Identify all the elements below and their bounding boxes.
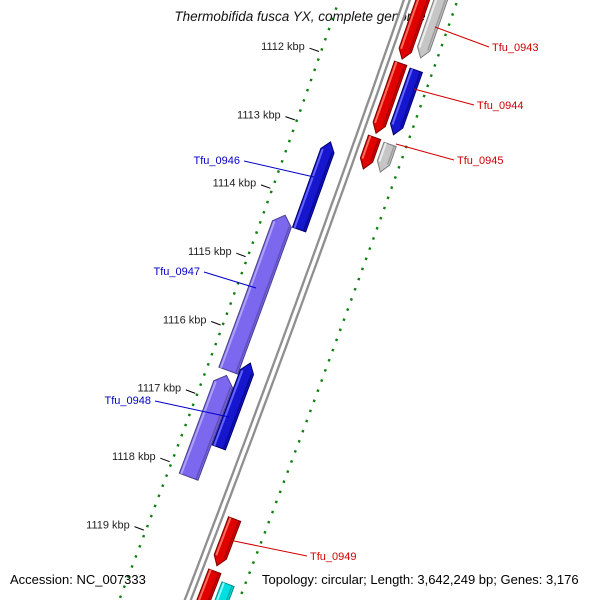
leader-line-tfu-0943: [434, 26, 490, 48]
ruler-tick: [236, 252, 246, 258]
gene-arrow-highlight: [293, 148, 324, 229]
leader-line-tfu-0949: [233, 540, 308, 557]
gene-arrow-tfu-0945[interactable]: [376, 141, 397, 173]
gene-arrow-shade: [386, 145, 395, 165]
gene-label-tfu-0944[interactable]: Tfu_0944: [477, 100, 523, 112]
gene-arrow-unlabeled[interactable]: [178, 374, 234, 481]
gene-arrow-shade: [400, 71, 422, 128]
accession-text: Accession: NC_007333: [10, 572, 146, 587]
gene-arrow-tfu-0949[interactable]: [213, 516, 242, 567]
gene-arrow-highlight: [378, 142, 387, 162]
ruler-tick-label: 1116 kbp: [163, 314, 207, 326]
ruler-tick: [160, 457, 170, 463]
gene-arrow-tfu-0944[interactable]: [372, 60, 408, 135]
ruler-tick: [309, 47, 320, 52]
ruler-tick-label: 1113 kbp: [237, 109, 281, 121]
gene-arrow-shade: [222, 373, 253, 450]
gene-label-tfu-0946[interactable]: Tfu_0946: [194, 155, 240, 167]
features-layer: [178, 0, 449, 600]
leader-line-tfu-0948: [154, 400, 230, 418]
gene-arrow-highlight: [361, 135, 372, 159]
ruler-arcs-layer: [117, 0, 459, 600]
genome-backbone-core: [185, 0, 409, 600]
gene-arrow-highlight: [215, 517, 232, 556]
gene-arrow-tfu-0945[interactable]: [359, 134, 382, 170]
genome-backbone: [183, 0, 412, 600]
ruler-tick-label: 1117 kbp: [138, 383, 182, 395]
gene-arrow-shade: [382, 64, 406, 127]
ruler-tick-label: 1118 kbp: [112, 451, 156, 463]
gene-arrow-highlight: [391, 68, 414, 125]
gene-arrow-highlight: [213, 369, 244, 447]
gene-label-tfu-0948[interactable]: Tfu_0948: [105, 395, 151, 407]
map-title: Thermobifida fusca YX, complete genome: [174, 9, 426, 24]
gene-arrow-tfu-0948[interactable]: [211, 362, 255, 451]
gene-label-tfu-0949[interactable]: Tfu_0949: [310, 551, 356, 563]
ruler-tick-label: 1112 kbp: [261, 41, 305, 53]
ruler-dotted-arc-left: [117, 0, 341, 600]
gene-arrow-highlight: [400, 0, 420, 50]
genome-summary-text: Topology: circular; Length: 3,642,249 bp…: [262, 572, 579, 587]
ruler-tick-label: 1114 kbp: [213, 178, 257, 190]
leader-line-tfu-0947: [203, 271, 257, 289]
gene-arrow-shade: [223, 520, 240, 559]
gene-label-tfu-0947[interactable]: Tfu_0947: [154, 266, 200, 278]
ruler-tick: [260, 184, 271, 189]
gene-arrow-shade: [207, 572, 220, 600]
ruler-tick: [211, 321, 221, 326]
gene-arrow-shade: [369, 138, 380, 162]
gene-arrow-highlight: [216, 582, 225, 600]
gene-arrow-tfu-0947[interactable]: [218, 214, 292, 375]
leader-line-tfu-0944: [413, 88, 475, 106]
gene-labels-layer: Tfu_0943 Tfu_0944 Tfu_0945 Tfu_0946 Tfu_…: [105, 26, 538, 563]
gene-arrow-highlight: [219, 221, 276, 369]
gene-arrow-tfu-0944[interactable]: [389, 67, 424, 136]
ruler-tick: [285, 116, 295, 121]
gene-arrow-shade: [234, 226, 291, 374]
gene-arrow-highlight: [180, 381, 217, 475]
gene-arrow-shade: [195, 386, 232, 480]
leader-line-tfu-0946: [243, 160, 315, 178]
ruler-tick: [134, 526, 144, 531]
gene-arrow-highlight: [198, 569, 212, 600]
gene-label-tfu-0943[interactable]: Tfu_0943: [492, 42, 538, 54]
gene-label-tfu-0945[interactable]: Tfu_0945: [457, 155, 503, 167]
gene-arrow-shade: [408, 0, 429, 52]
gene-arrow-shade: [225, 585, 233, 600]
backbone-layer: [183, 0, 412, 600]
leader-line-tfu-0945: [395, 143, 455, 161]
ruler-tick-label: 1119 kbp: [86, 519, 130, 531]
gene-arrow-highlight: [418, 0, 438, 48]
ruler-tick: [185, 389, 196, 394]
ruler-tick-label: 1115 kbp: [188, 246, 232, 258]
gene-arrow-highlight: [374, 61, 398, 124]
ruler-layer: 1112 kbp 1113 kbp 1114 kbp 1115 kbp 1116 kbp…: [86, 41, 320, 531]
gene-arrow-tfu-0946[interactable]: [291, 141, 335, 233]
gene-arrow-shade: [427, 0, 447, 51]
gene-arrow-shade: [302, 152, 333, 232]
